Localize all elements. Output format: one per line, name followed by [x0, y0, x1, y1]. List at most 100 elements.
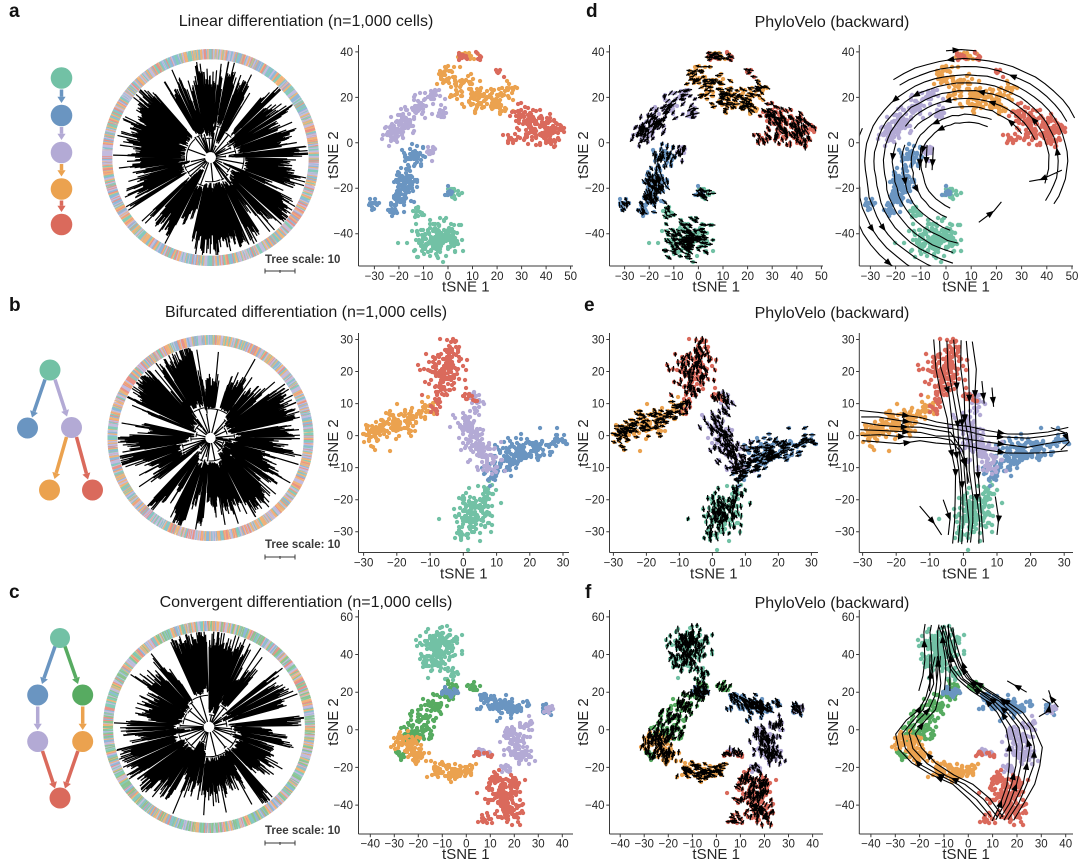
svg-text:20: 20 [842, 367, 855, 379]
svg-text:0: 0 [598, 725, 604, 737]
svg-text:−30: −30 [861, 271, 881, 283]
svg-text:20: 20 [340, 687, 353, 699]
svg-text:40: 40 [592, 47, 605, 59]
svg-text:tSNE 1: tSNE 1 [942, 566, 990, 583]
svg-text:a: a [9, 1, 20, 22]
svg-text:−10: −10 [585, 463, 605, 475]
svg-text:20: 20 [1011, 839, 1024, 851]
svg-text:Tree scale: 10: Tree scale: 10 [265, 539, 340, 551]
svg-text:30: 30 [1058, 558, 1071, 570]
svg-text:10: 10 [466, 271, 479, 283]
svg-text:−20: −20 [333, 495, 353, 507]
svg-text:30: 30 [532, 839, 545, 851]
svg-text:20: 20 [523, 558, 536, 570]
svg-text:−20: −20 [585, 495, 605, 507]
svg-text:−30: −30 [853, 558, 873, 570]
svg-text:−20: −20 [910, 839, 930, 851]
svg-text:−30: −30 [385, 839, 405, 851]
svg-text:−20: −20 [835, 183, 855, 195]
svg-text:−20: −20 [835, 762, 855, 774]
svg-text:60: 60 [592, 612, 605, 624]
svg-text:−10: −10 [414, 271, 434, 283]
svg-text:40: 40 [790, 271, 803, 283]
svg-text:−30: −30 [365, 271, 385, 283]
svg-text:−40: −40 [361, 839, 381, 851]
svg-text:−20: −20 [585, 183, 605, 195]
svg-text:0: 0 [713, 839, 719, 851]
svg-text:20: 20 [592, 367, 605, 379]
svg-text:10: 10 [484, 839, 497, 851]
svg-text:tSNE 2: tSNE 2 [575, 698, 592, 746]
svg-text:−40: −40 [835, 229, 855, 241]
svg-text:20: 20 [508, 839, 521, 851]
svg-text:−10: −10 [920, 558, 940, 570]
svg-text:50: 50 [564, 271, 577, 283]
svg-text:20: 20 [842, 687, 855, 699]
svg-text:30: 30 [340, 335, 353, 347]
svg-text:0: 0 [460, 558, 466, 570]
svg-text:30: 30 [557, 558, 570, 570]
svg-text:50: 50 [1066, 271, 1079, 283]
svg-text:tSNE 1: tSNE 1 [692, 846, 740, 861]
svg-text:−20: −20 [409, 839, 429, 851]
svg-text:−20: −20 [637, 558, 657, 570]
svg-text:PhyloVelo (backward): PhyloVelo (backward) [755, 305, 910, 322]
svg-text:10: 10 [490, 558, 503, 570]
svg-text:30: 30 [515, 271, 528, 283]
svg-text:Tree scale: 10: Tree scale: 10 [265, 254, 340, 266]
svg-text:−40: −40 [333, 229, 353, 241]
svg-text:−20: −20 [389, 271, 409, 283]
svg-text:60: 60 [842, 612, 855, 624]
svg-text:−30: −30 [615, 271, 635, 283]
svg-text:20: 20 [592, 687, 605, 699]
svg-text:0: 0 [347, 431, 353, 443]
svg-text:Linear differentiation (n=1,00: Linear differentiation (n=1,000 cells) [179, 13, 434, 30]
svg-text:30: 30 [1035, 839, 1048, 851]
svg-text:0: 0 [463, 839, 469, 851]
svg-text:e: e [584, 295, 595, 316]
svg-text:40: 40 [806, 839, 819, 851]
svg-text:−30: −30 [835, 527, 855, 539]
svg-text:tSNE 1: tSNE 1 [440, 566, 488, 583]
svg-text:tSNE 2: tSNE 2 [825, 419, 842, 467]
svg-text:30: 30 [842, 335, 855, 347]
svg-text:−20: −20 [835, 495, 855, 507]
svg-text:40: 40 [340, 47, 353, 59]
svg-text:−20: −20 [333, 762, 353, 774]
svg-text:Bifurcated differentiation (n=: Bifurcated differentiation (n=1,000 cell… [165, 304, 447, 321]
svg-text:20: 20 [592, 92, 605, 104]
svg-text:−20: −20 [886, 271, 906, 283]
svg-text:−20: −20 [886, 558, 906, 570]
svg-text:Tree scale: 10: Tree scale: 10 [265, 825, 340, 837]
svg-text:c: c [9, 582, 20, 603]
svg-text:−30: −30 [585, 527, 605, 539]
svg-text:0: 0 [965, 839, 971, 851]
svg-text:10: 10 [592, 399, 605, 411]
svg-text:tSNE 2: tSNE 2 [575, 131, 592, 179]
svg-text:−30: −30 [886, 839, 906, 851]
svg-text:40: 40 [556, 839, 569, 851]
svg-text:b: b [9, 295, 21, 316]
svg-text:0: 0 [943, 271, 949, 283]
svg-text:20: 20 [491, 271, 504, 283]
svg-text:−10: −10 [911, 271, 931, 283]
svg-text:20: 20 [842, 92, 855, 104]
svg-text:30: 30 [592, 335, 605, 347]
svg-text:30: 30 [766, 271, 779, 283]
svg-text:tSNE 1: tSNE 1 [690, 566, 738, 583]
svg-text:−40: −40 [861, 839, 881, 851]
svg-text:tSNE 2: tSNE 2 [575, 419, 592, 467]
svg-text:d: d [586, 1, 598, 22]
svg-text:−20: −20 [585, 762, 605, 774]
svg-text:40: 40 [842, 47, 855, 59]
svg-text:10: 10 [739, 558, 752, 570]
svg-text:−40: −40 [835, 800, 855, 812]
svg-text:tSNE 2: tSNE 2 [325, 131, 342, 179]
svg-text:−20: −20 [639, 271, 659, 283]
svg-text:−30: −30 [634, 839, 654, 851]
svg-text:0: 0 [695, 271, 701, 283]
svg-text:0: 0 [848, 725, 854, 737]
svg-text:−30: −30 [354, 558, 374, 570]
svg-text:PhyloVelo (backward): PhyloVelo (backward) [755, 595, 910, 612]
svg-text:0: 0 [445, 271, 451, 283]
